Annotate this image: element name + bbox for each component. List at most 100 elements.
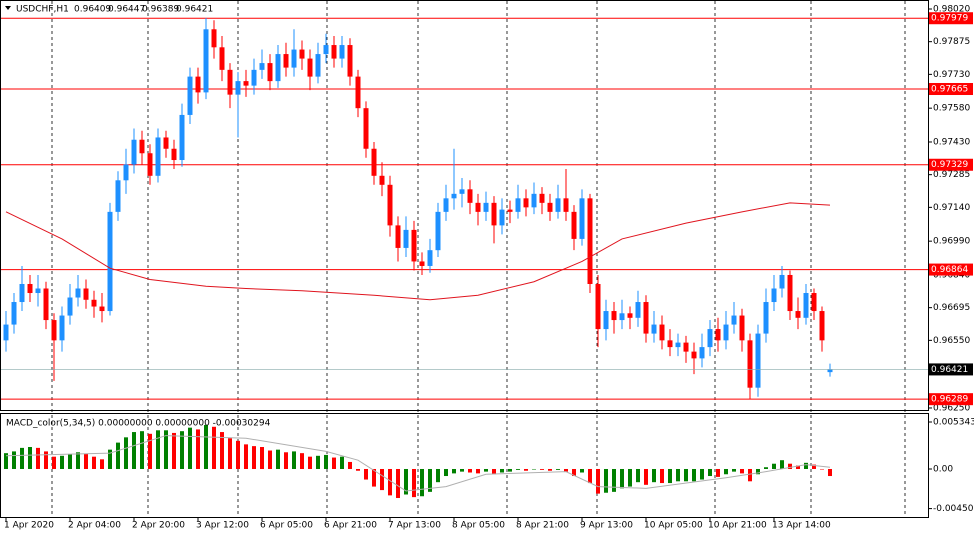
macd-bar: [604, 468, 608, 493]
macd-bar: [756, 468, 760, 475]
candle-body: [763, 302, 769, 334]
candle-body: [643, 302, 649, 334]
macd-bar: [276, 449, 280, 469]
macd-bar: [252, 446, 256, 469]
macd-bar: [108, 449, 112, 469]
macd-bar: [724, 468, 728, 475]
macd-bar: [388, 468, 392, 496]
macd-bar: [764, 467, 768, 469]
x-tick-label: 10 Apr 05:00: [644, 521, 703, 531]
macd-bar: [460, 468, 464, 472]
macd-bar: [580, 468, 584, 473]
candle-body: [459, 189, 465, 194]
macd-bar: [492, 468, 496, 475]
candle-body: [811, 293, 817, 312]
candle-body: [283, 54, 289, 68]
macd-bar: [140, 431, 144, 469]
candle-body: [91, 299, 97, 307]
macd-bar: [220, 432, 224, 469]
candle-body: [99, 306, 105, 312]
macd-bar: [780, 460, 784, 469]
candle-body: [75, 288, 81, 298]
macd-bar: [436, 468, 440, 483]
level-label-bg: [929, 12, 973, 25]
candle-body: [563, 198, 569, 212]
y-tick-label: 0.97730: [933, 70, 970, 80]
candle-body: [187, 76, 193, 115]
candle-body: [219, 47, 225, 70]
macd-bar: [740, 468, 744, 474]
collapse-icon[interactable]: [5, 6, 11, 10]
y-tick-label: 0.00: [933, 464, 953, 474]
candle-body: [163, 137, 169, 149]
macd-bar: [796, 465, 800, 469]
macd-bar: [748, 468, 752, 482]
candle-body: [371, 148, 377, 176]
y-tick-label: 0.96990: [933, 237, 970, 247]
candle-body: [307, 58, 313, 77]
candle-body: [203, 29, 209, 93]
candle-body: [499, 209, 505, 226]
macd-bar: [660, 468, 664, 484]
main-pane: [0, 0, 929, 411]
y-tick-label: 0.96550: [933, 336, 970, 346]
candle-body: [795, 311, 801, 318]
macd-bar: [508, 468, 512, 472]
candle-body: [43, 288, 49, 321]
macd-bar: [788, 463, 792, 469]
candle-body: [603, 311, 609, 330]
candle-body: [627, 313, 633, 318]
x-tick-label: 6 Apr 21:00: [324, 521, 377, 531]
macd-bar: [212, 426, 216, 469]
macd-bar: [156, 430, 160, 469]
candle-body: [683, 342, 689, 352]
macd-bar: [244, 444, 248, 469]
macd-bar: [228, 438, 232, 469]
macd-bar: [812, 464, 816, 469]
candle-body: [619, 313, 625, 321]
candle-body: [131, 139, 137, 165]
candle-body: [147, 153, 153, 176]
candle-body: [315, 54, 321, 77]
macd-bar: [188, 427, 192, 469]
macd-bar: [820, 468, 824, 470]
macd-bar: [524, 468, 528, 471]
macd-bar: [772, 463, 776, 469]
candle-body: [555, 198, 561, 212]
y-tick-label: 0.96695: [933, 303, 970, 313]
candle-body: [139, 139, 145, 154]
candle-body: [275, 54, 281, 82]
ohlc-low: 0.96389: [142, 5, 179, 15]
candle-body: [595, 283, 601, 330]
macd-bar: [116, 442, 120, 469]
candle-body: [235, 81, 241, 95]
candle-body: [291, 49, 297, 68]
macd-bar: [100, 459, 104, 469]
macd-bar: [348, 461, 352, 469]
candle-body: [83, 288, 89, 300]
level-label-bg: [929, 263, 973, 276]
macd-bar: [564, 468, 568, 472]
macd-bar: [620, 468, 624, 489]
macd-bar: [708, 468, 712, 477]
candle-body: [419, 261, 425, 266]
y-tick-label: 0.97430: [933, 137, 970, 147]
candle-body: [27, 283, 33, 294]
macd-bar: [76, 452, 80, 469]
candle-body: [51, 320, 57, 341]
macd-bar: [268, 450, 272, 469]
x-tick-label: 1 Apr 2020: [4, 521, 54, 531]
candle-body: [395, 225, 401, 248]
macd-bar: [500, 468, 504, 473]
candle-body: [467, 189, 473, 203]
candle-body: [411, 229, 417, 262]
macd-bar: [84, 454, 88, 469]
macd-bar: [148, 433, 152, 469]
candle-body: [547, 202, 553, 212]
macd-bar: [60, 455, 64, 469]
macd-bar: [300, 453, 304, 469]
macd-bar: [164, 430, 168, 469]
macd-bar: [44, 451, 48, 469]
macd-bar: [828, 468, 832, 477]
